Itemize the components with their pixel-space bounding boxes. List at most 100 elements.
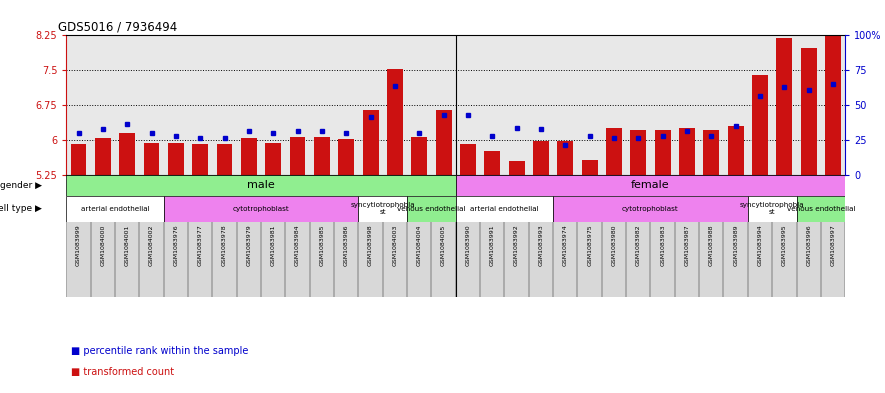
Bar (581, 160, 597, 175)
Bar (752, 75, 768, 175)
Bar (704, 130, 720, 175)
Text: GSM1083989: GSM1083989 (733, 224, 738, 266)
Bar (509, 161, 525, 175)
Bar (115, 222, 140, 297)
Bar (675, 222, 699, 297)
Text: GSM1083997: GSM1083997 (830, 224, 835, 266)
Text: GSM1083981: GSM1083981 (271, 224, 276, 266)
Bar (456, 222, 480, 297)
Bar (261, 222, 285, 297)
Text: GSM1083979: GSM1083979 (246, 224, 251, 266)
Bar (796, 196, 845, 222)
Bar (241, 138, 257, 175)
Text: GSM1083986: GSM1083986 (343, 224, 349, 266)
Text: venous endothelial: venous endothelial (397, 206, 466, 212)
Text: GSM1083988: GSM1083988 (709, 224, 714, 266)
Bar (435, 110, 451, 175)
Bar (266, 143, 281, 175)
Text: male: male (247, 180, 275, 191)
Bar (387, 70, 403, 175)
Text: cell type ▶: cell type ▶ (0, 204, 42, 213)
Bar (577, 222, 602, 297)
Bar (314, 137, 330, 175)
Bar (748, 222, 772, 297)
Bar (95, 138, 111, 175)
Bar (529, 222, 553, 297)
Bar (91, 222, 115, 297)
Bar (335, 222, 358, 297)
Text: GSM1083982: GSM1083982 (635, 224, 641, 266)
Bar (650, 222, 675, 297)
Bar (363, 110, 379, 175)
Text: GSM1083977: GSM1083977 (197, 224, 203, 266)
Bar (192, 144, 208, 175)
Bar (407, 222, 431, 297)
Text: arterial endothelial: arterial endothelial (470, 206, 539, 212)
Bar (776, 38, 792, 175)
Bar (407, 196, 456, 222)
Text: GSM1083990: GSM1083990 (466, 224, 471, 266)
Bar (553, 196, 748, 222)
Text: cytotrophoblast: cytotrophoblast (233, 206, 289, 212)
Bar (801, 48, 817, 175)
Text: GSM1083983: GSM1083983 (660, 224, 666, 266)
Bar (66, 196, 164, 222)
Text: GSM1083992: GSM1083992 (514, 224, 519, 266)
Bar (140, 222, 164, 297)
Bar (748, 196, 796, 222)
Bar (237, 222, 261, 297)
Bar (630, 130, 646, 175)
Bar (699, 222, 724, 297)
Bar (533, 141, 549, 175)
Bar (119, 133, 135, 175)
Bar (480, 222, 504, 297)
Bar (188, 222, 212, 297)
Text: female: female (631, 180, 670, 191)
Text: GSM1084005: GSM1084005 (441, 224, 446, 266)
Text: GSM1084001: GSM1084001 (125, 224, 130, 266)
Text: GSM1083993: GSM1083993 (538, 224, 543, 266)
Bar (456, 175, 845, 196)
Bar (431, 222, 456, 297)
Text: GSM1084000: GSM1084000 (100, 224, 105, 266)
Bar (504, 222, 529, 297)
Text: GSM1083976: GSM1083976 (173, 224, 179, 266)
Bar (655, 130, 671, 175)
Bar (679, 128, 695, 175)
Bar (796, 222, 821, 297)
Bar (143, 143, 159, 175)
Bar (66, 222, 91, 297)
Text: syncytiotrophobla
st: syncytiotrophobla st (350, 202, 415, 215)
Text: ■ transformed count: ■ transformed count (71, 367, 174, 377)
Text: GSM1083996: GSM1083996 (806, 224, 812, 266)
Text: GSM1083980: GSM1083980 (612, 224, 617, 266)
Bar (285, 222, 310, 297)
Text: cytotrophoblast: cytotrophoblast (622, 206, 679, 212)
Bar (602, 222, 627, 297)
Bar (382, 222, 407, 297)
Bar (164, 222, 188, 297)
Bar (727, 127, 743, 175)
Bar (289, 137, 305, 175)
Bar (217, 144, 233, 175)
Bar (358, 222, 382, 297)
Text: arterial endothelial: arterial endothelial (81, 206, 150, 212)
Text: GSM1083975: GSM1083975 (587, 224, 592, 266)
Bar (212, 222, 237, 297)
Bar (825, 19, 841, 175)
Bar (553, 222, 577, 297)
Text: GSM1084002: GSM1084002 (149, 224, 154, 266)
Bar (310, 222, 335, 297)
Bar (558, 141, 573, 175)
Bar (338, 138, 354, 175)
Bar (66, 175, 456, 196)
Text: gender ▶: gender ▶ (0, 181, 42, 190)
Text: GSM1083985: GSM1083985 (319, 224, 325, 266)
Bar (606, 128, 622, 175)
Text: ■ percentile rank within the sample: ■ percentile rank within the sample (71, 346, 248, 356)
Text: GSM1083978: GSM1083978 (222, 224, 227, 266)
Text: GSM1084003: GSM1084003 (392, 224, 397, 266)
Text: GSM1083974: GSM1083974 (563, 224, 568, 266)
Bar (627, 222, 650, 297)
Text: GSM1083998: GSM1083998 (368, 224, 373, 266)
